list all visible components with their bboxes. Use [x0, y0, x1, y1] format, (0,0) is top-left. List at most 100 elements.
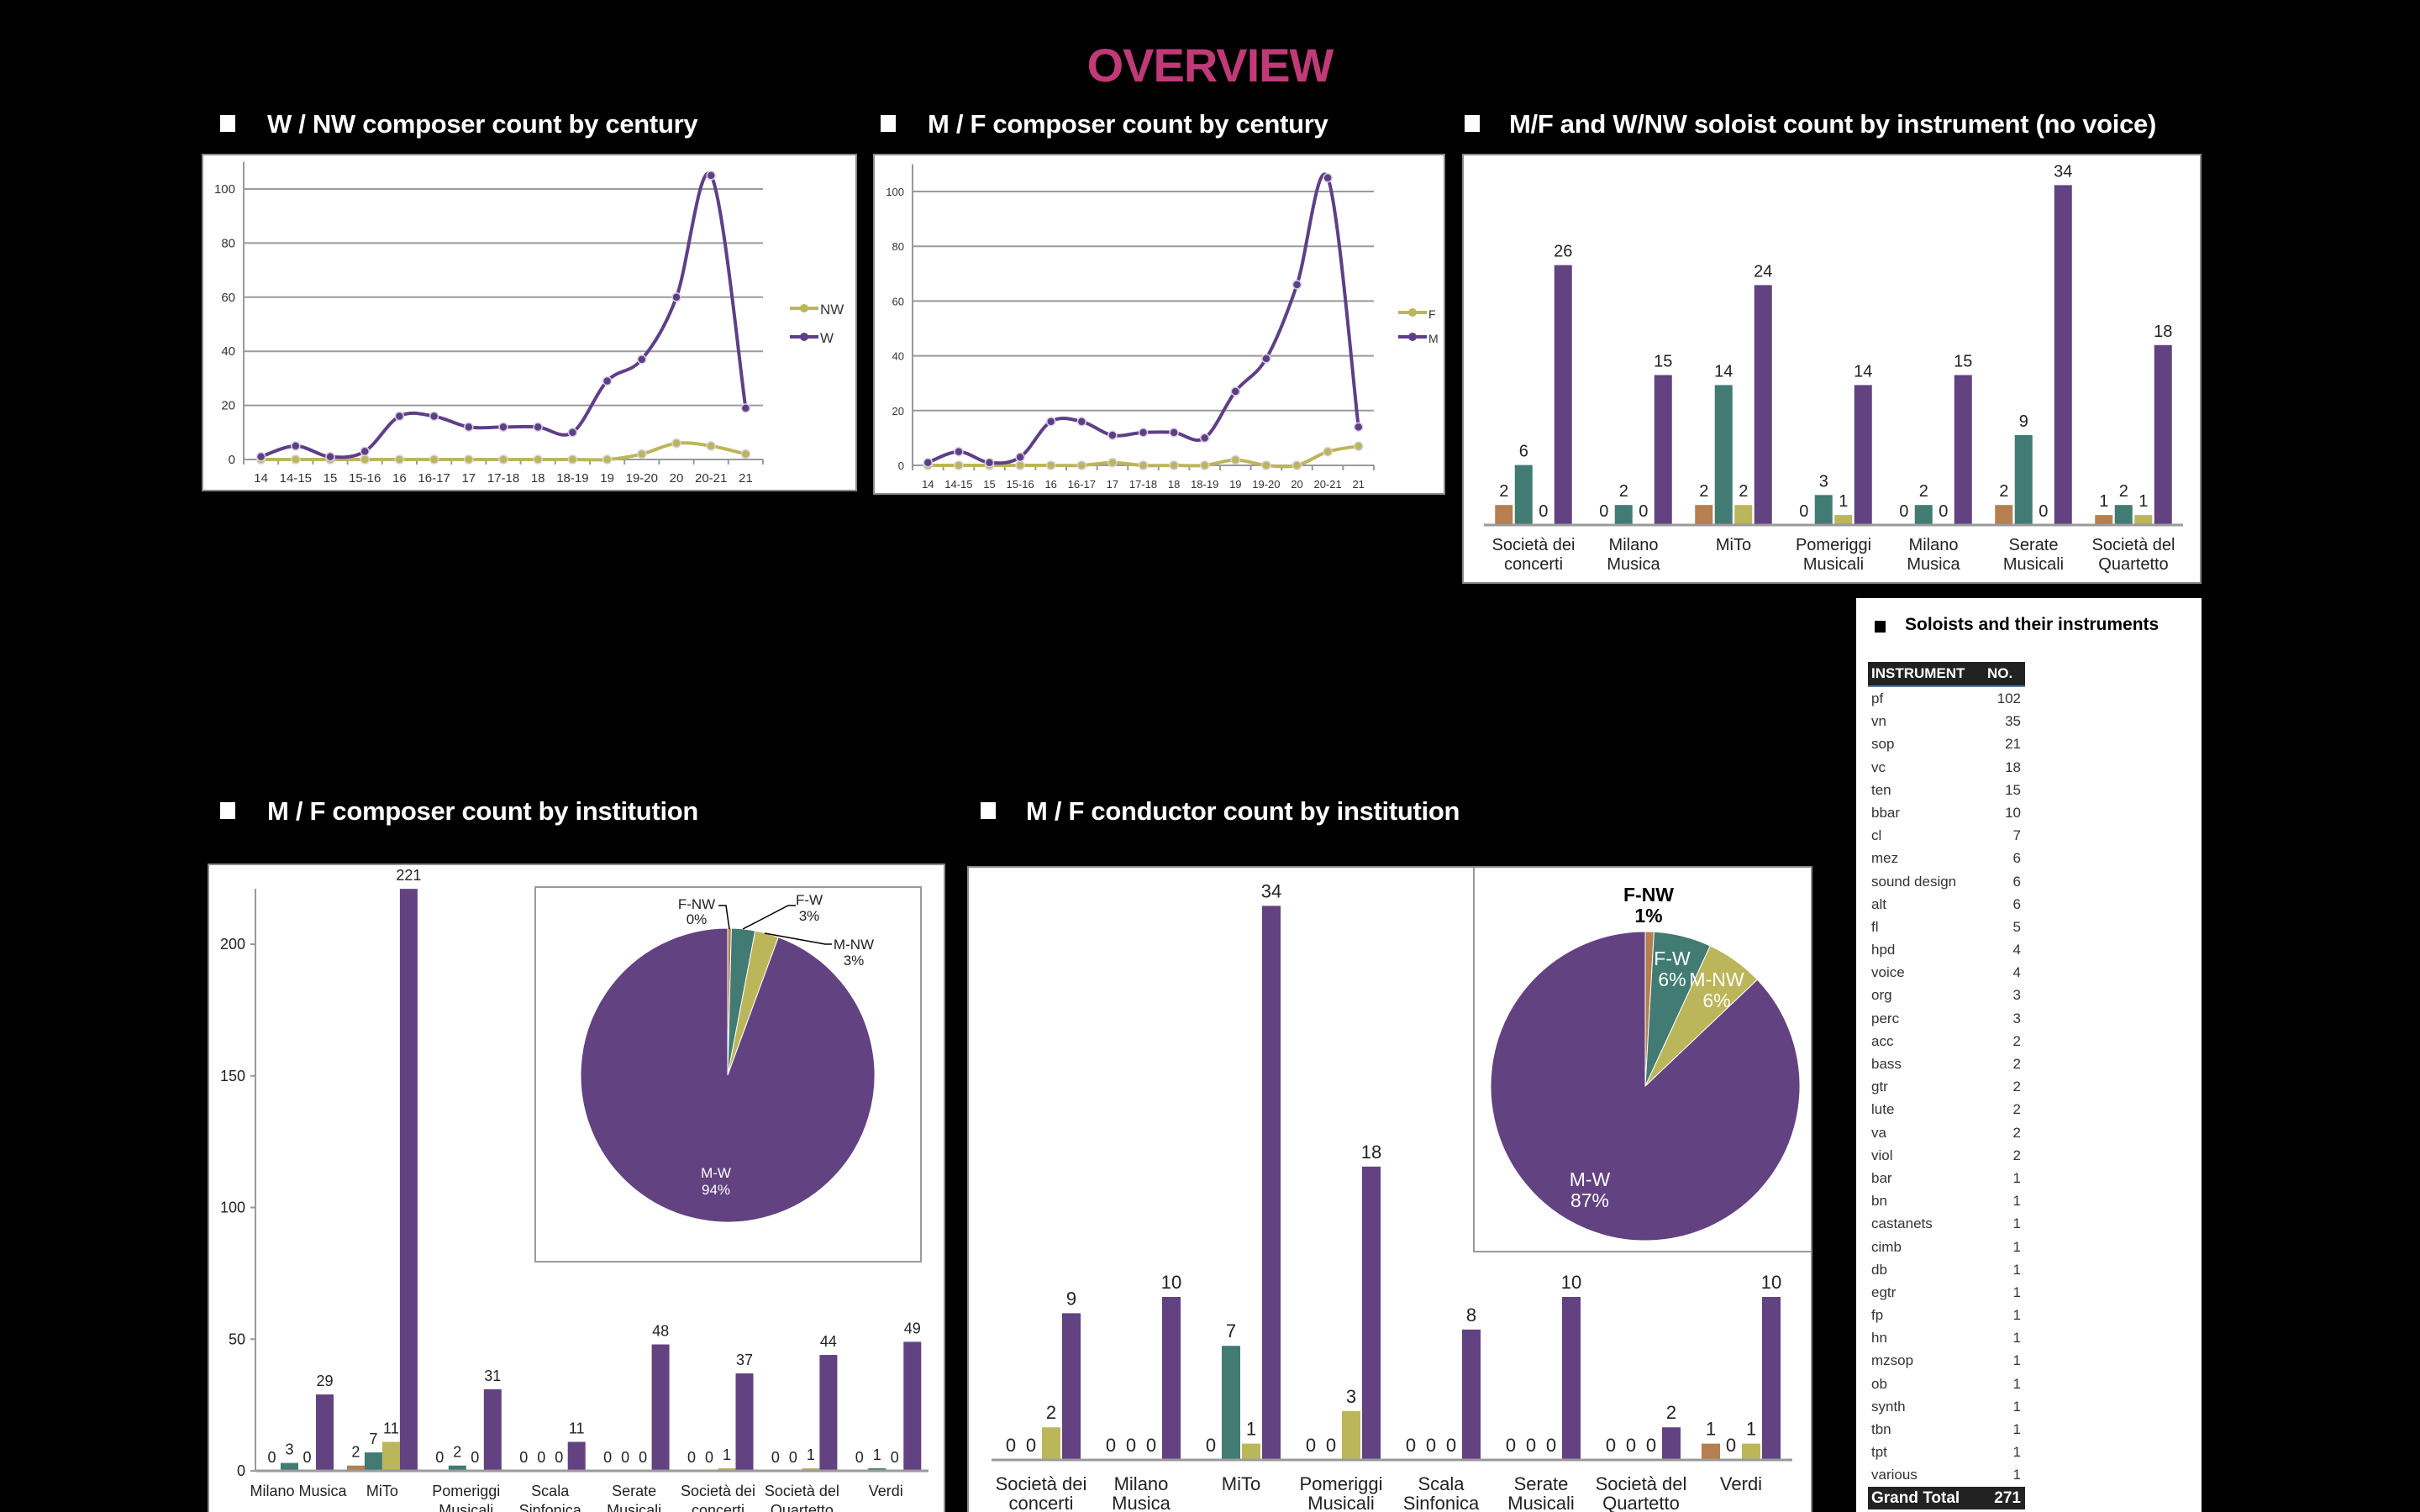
x-tick-label: 14-15	[944, 478, 972, 491]
bar	[1834, 515, 1853, 525]
table-row: sop 21	[1868, 732, 2025, 755]
y-tick-label: 0	[237, 1462, 245, 1479]
bar-chart-composer-institution: 0 50 100 150 200 0 3 0 29 2 7 11 221 0 2 0 31 0 0 0 11 0 0 0 48 0…	[208, 864, 945, 1512]
x-tick-label: 15	[324, 471, 338, 486]
table-row: synth 1	[1868, 1395, 2025, 1418]
pie-label-M-NW: M-NW	[1689, 969, 1744, 990]
line-chart-wnw-century: 0 20 40 60 80 100 14 14-15 15 15-16 16 16-17 17 17-18…	[202, 154, 857, 491]
instrument-count: 1	[2012, 1284, 2021, 1300]
bar	[1495, 505, 1513, 525]
bar-value-label: 0	[1306, 1435, 1316, 1456]
instrument-count: 2	[2012, 1147, 2021, 1163]
data-point-F	[1199, 460, 1210, 470]
y-tick-label: 0	[229, 453, 235, 467]
bar-value-label: 2	[1919, 482, 1928, 501]
bar-value-label: 0	[1899, 502, 1908, 521]
bar-value-label: 0	[621, 1449, 629, 1466]
bar	[1754, 285, 1772, 525]
bar-value-label: 0	[302, 1449, 311, 1466]
category-label: Pomeriggi Musicali	[1795, 536, 1872, 574]
instrument-count: 7	[2012, 827, 2021, 844]
instrument-count: 2	[2012, 1032, 2021, 1049]
bar	[346, 1465, 365, 1471]
instrument-name: vc	[1871, 759, 1886, 775]
bar	[819, 1355, 838, 1471]
bar	[1954, 375, 1972, 525]
bar	[1742, 1443, 1760, 1460]
x-tick-label: 14	[254, 471, 268, 486]
table-body: pf 102 vn 35 sop 21 vc 18 ten 15 bbar 10 cl 7 mez 6 soun…	[1868, 687, 2025, 1487]
pie-label-F-NW: F-NW	[678, 896, 715, 912]
x-tick-label: 19-20	[626, 471, 658, 486]
category-label: Scala Sinfonica	[518, 1483, 581, 1512]
bar-value-label: 0	[1626, 1435, 1636, 1456]
instrument-name: hn	[1871, 1330, 1887, 1347]
pie-label-F-W: F-W	[1654, 948, 1691, 969]
bar-value-label: 2	[1046, 1402, 1056, 1423]
data-point-W	[567, 428, 578, 438]
bar	[2054, 185, 2072, 525]
bar-value-label: 0	[855, 1449, 864, 1466]
bar-value-label: 6	[1519, 443, 1528, 461]
bar-value-label: 1	[1246, 1419, 1256, 1440]
instrument-name: ten	[1871, 781, 1891, 798]
y-tick-label: 20	[221, 399, 235, 413]
instrument-name: castanets	[1871, 1215, 1933, 1232]
instrument-count: 1	[2012, 1193, 2021, 1210]
instrument-name: mzsop	[1871, 1352, 1914, 1369]
instrument-count: 5	[2012, 918, 2021, 935]
bar	[1714, 385, 1733, 525]
instrument-name: va	[1871, 1124, 1886, 1141]
x-tick-label: 19-20	[1252, 478, 1280, 491]
table-row: various 1	[1868, 1463, 2025, 1486]
instrument-count: 1	[2012, 1444, 2021, 1461]
bar	[1042, 1427, 1060, 1460]
instrument-name: mez	[1871, 850, 1899, 867]
bar-value-label: 0	[537, 1449, 545, 1466]
heading-soloist-instrument: M/F and W/NW soloist count by instrument…	[1509, 109, 2157, 139]
bar-value-label: 3	[1819, 472, 1828, 491]
bar	[1695, 505, 1713, 525]
bar-value-label: 0	[639, 1449, 647, 1466]
x-tick-label: 21	[739, 471, 753, 486]
table-row: alt 6	[1868, 893, 2025, 916]
bar-value-label: 0	[1206, 1435, 1216, 1456]
bar-value-label: 1	[1839, 492, 1848, 511]
instrument-name: bar	[1871, 1169, 1892, 1186]
legend-marker-F	[1408, 308, 1417, 317]
bar-value-label: 11	[383, 1420, 399, 1437]
instrument-name: gtr	[1871, 1079, 1888, 1095]
pie-percent-F-NW: 1%	[1634, 905, 1662, 927]
bar	[483, 1389, 502, 1471]
instrument-name: ob	[1871, 1375, 1887, 1392]
bar	[316, 1394, 334, 1471]
header-instrument: INSTRUMENT	[1871, 665, 1965, 681]
heading-conductor-institution: M / F conductor count by institution	[1026, 796, 1460, 826]
y-tick-label: 100	[220, 1200, 245, 1216]
instrument-count: 18	[2005, 759, 2021, 775]
x-tick-label: 20	[1291, 478, 1302, 491]
category-label: Verdi	[1719, 1473, 1763, 1494]
table-row: egtr 1	[1868, 1281, 2025, 1304]
instrument-name: acc	[1871, 1032, 1894, 1049]
bar	[1514, 465, 1533, 525]
instrument-name: vn	[1871, 713, 1886, 730]
bar-value-label: 18	[2154, 323, 2172, 341]
bar-value-label: 9	[2019, 412, 2028, 431]
bar-value-label: 1	[1746, 1419, 1756, 1440]
data-point-M	[1138, 428, 1149, 438]
bar	[2095, 515, 2113, 525]
bar-value-label: 0	[1106, 1435, 1116, 1456]
instrument-name: sop	[1871, 736, 1895, 753]
data-point-M	[954, 446, 964, 457]
data-point-W	[394, 411, 405, 422]
bar-value-label: 7	[369, 1431, 377, 1447]
data-point-F	[954, 460, 964, 470]
bar-value-label: 0	[1446, 1435, 1456, 1456]
bullet-icon	[220, 802, 235, 819]
bar-value-label: 10	[1561, 1272, 1581, 1293]
instrument-name: hpd	[1871, 942, 1896, 958]
instrument-count: 4	[2012, 942, 2021, 958]
data-point-M	[1292, 280, 1302, 290]
